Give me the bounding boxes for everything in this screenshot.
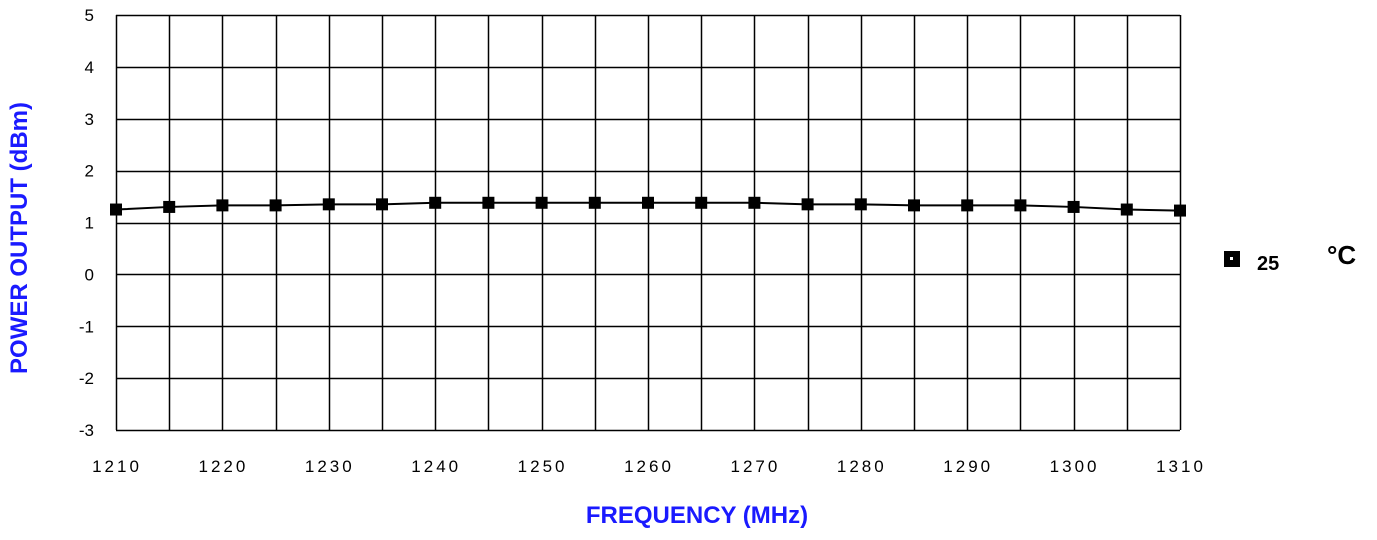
y-axis-ticks: -3 -2 -1 0 1 2 3 4 5 — [79, 6, 94, 440]
data-point-marker — [1120, 203, 1133, 216]
data-point-marker — [588, 196, 601, 209]
data-point-marker — [322, 198, 335, 211]
data-point-marker — [1014, 199, 1027, 212]
x-tick-label: 1310 — [1156, 457, 1206, 476]
y-axis-title: POWER OUTPUT (dBm) — [6, 102, 33, 374]
data-point-marker — [482, 196, 495, 209]
data-point-marker — [1067, 200, 1080, 213]
data-point-marker — [854, 198, 867, 211]
legend-series-label: 25 — [1257, 253, 1279, 275]
data-point-marker — [695, 196, 708, 209]
y-tick-label: 1 — [85, 214, 94, 233]
x-tick-label: 1280 — [837, 457, 887, 476]
data-point-marker — [110, 203, 122, 216]
data-point-marker — [801, 198, 814, 211]
x-axis-ticks: 1210 1220 1230 1240 1250 1260 1270 1280 1290 1300… — [92, 457, 1206, 476]
y-tick-label: -3 — [79, 421, 94, 440]
data-point-marker — [376, 198, 388, 211]
x-tick-label: 1210 — [92, 457, 142, 476]
legend: 25 °C — [1224, 240, 1356, 275]
y-tick-label: -2 — [79, 369, 94, 388]
data-point-marker — [642, 196, 654, 209]
y-tick-label: 0 — [85, 265, 94, 284]
x-tick-label: 1290 — [943, 457, 993, 476]
data-point-marker — [163, 200, 176, 213]
y-tick-label: 2 — [85, 162, 94, 181]
data-point-marker — [535, 196, 548, 209]
data-point-marker — [1174, 204, 1186, 217]
x-tick-label: 1240 — [411, 457, 461, 476]
data-point-marker — [216, 199, 229, 212]
legend-unit-label: °C — [1327, 240, 1356, 270]
y-tick-label: 4 — [85, 58, 94, 77]
data-point-marker — [748, 196, 761, 209]
data-point-marker — [961, 199, 974, 212]
y-tick-label: -1 — [79, 317, 94, 336]
x-tick-label: 1270 — [730, 457, 780, 476]
data-point-marker — [269, 199, 282, 212]
y-tick-label: 5 — [85, 6, 94, 25]
x-tick-label: 1220 — [198, 457, 248, 476]
x-tick-label: 1230 — [305, 457, 355, 476]
series-layer — [110, 196, 1186, 217]
y-tick-label: 3 — [85, 110, 94, 129]
grid — [115, 14, 1182, 432]
data-point-marker — [429, 196, 442, 209]
data-point-marker — [908, 199, 920, 212]
x-tick-label: 1260 — [624, 457, 674, 476]
x-tick-label: 1300 — [1050, 457, 1100, 476]
x-tick-label: 1250 — [518, 457, 568, 476]
x-axis-title: FREQUENCY (MHz) — [586, 502, 808, 529]
legend-marker-highlight — [1230, 257, 1233, 260]
